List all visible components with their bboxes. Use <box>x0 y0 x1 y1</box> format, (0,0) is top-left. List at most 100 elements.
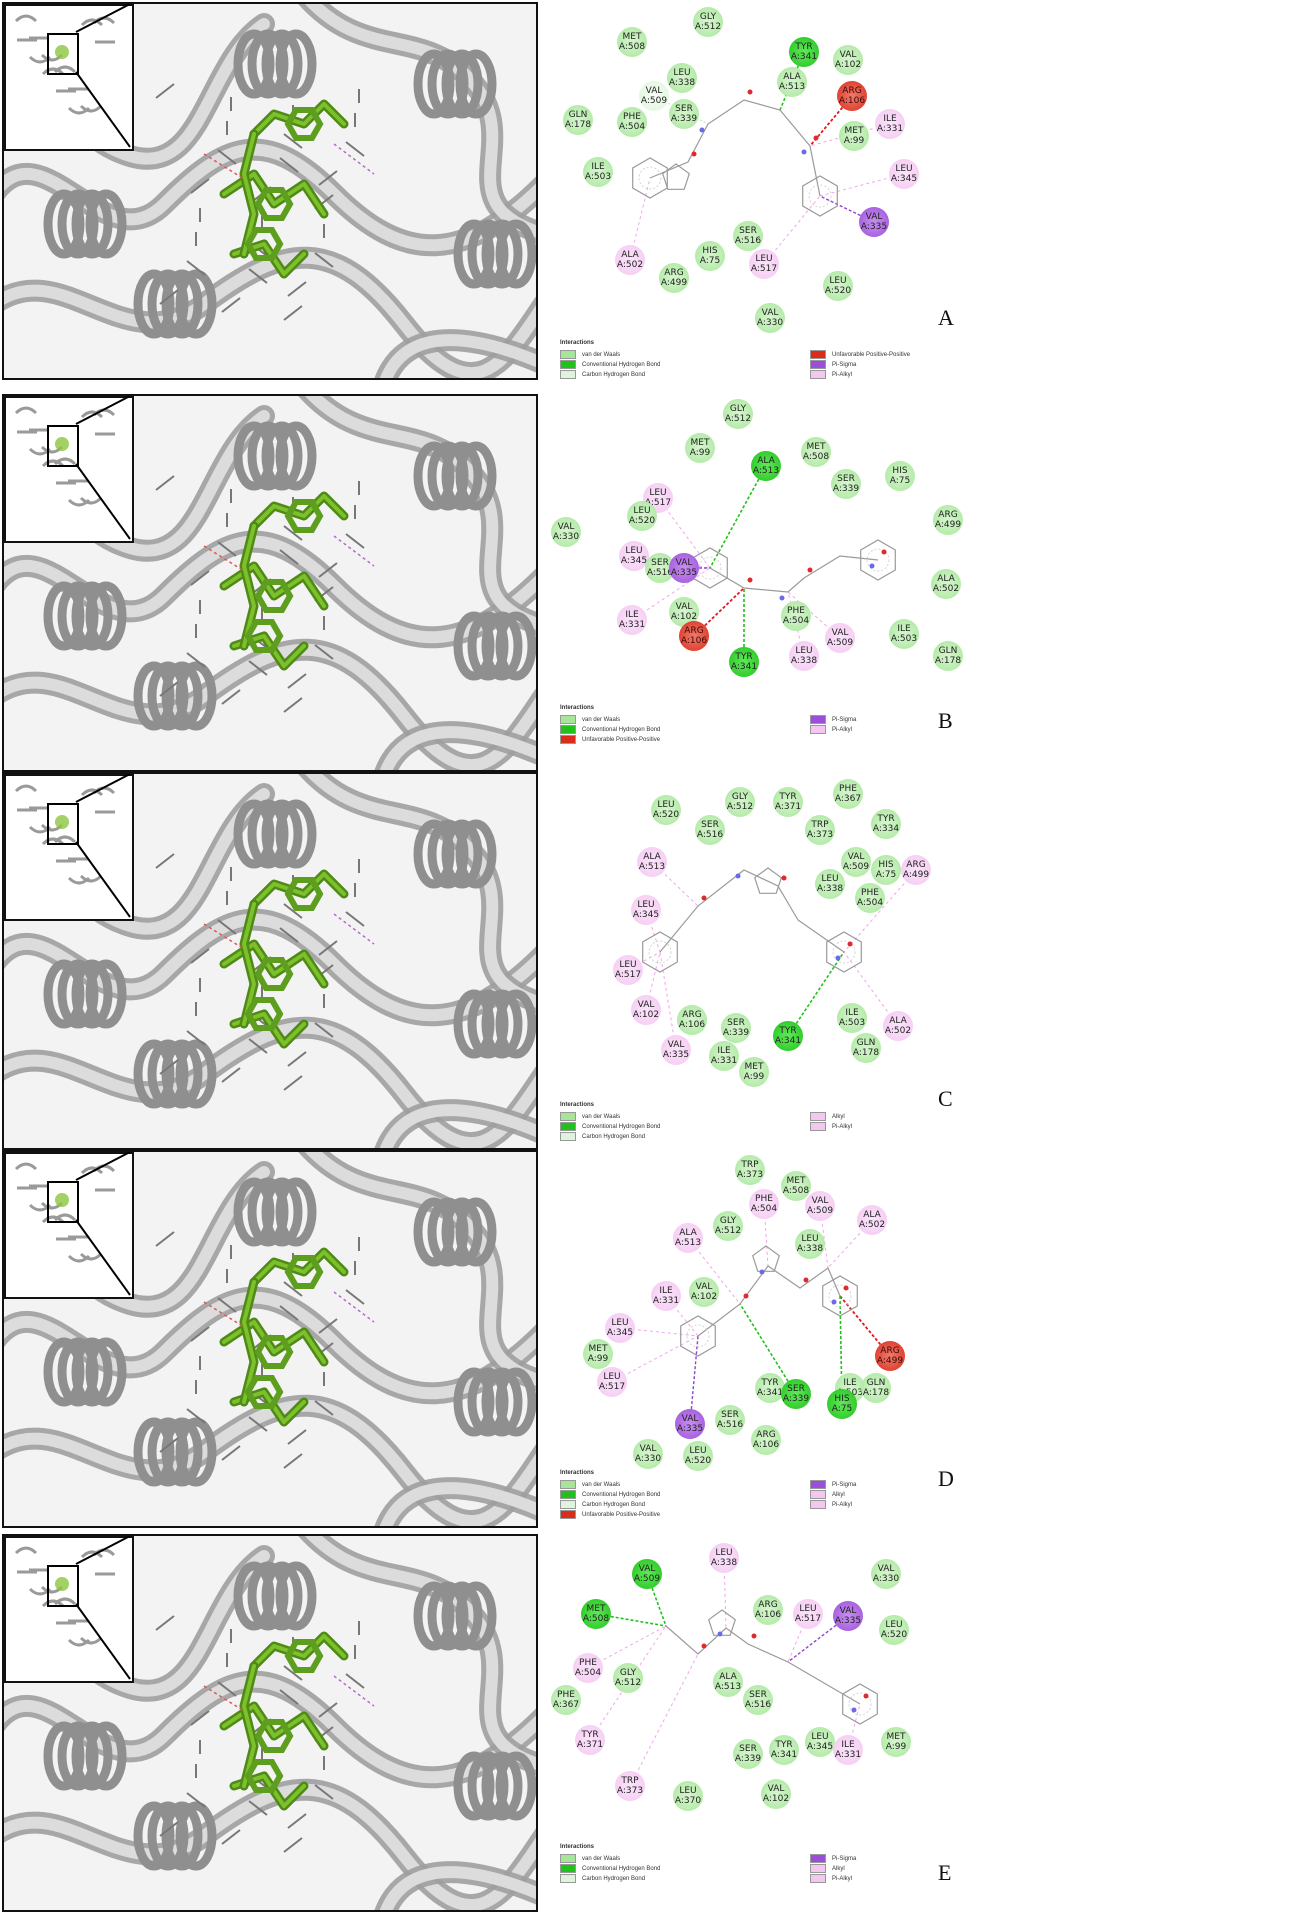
overview-ribbon <box>41 67 65 76</box>
residue-id: A:512 <box>714 1226 742 1236</box>
legend-column: Pi-Sigma Pi-Alkyl <box>810 715 856 735</box>
residue-name: TYR <box>779 1026 797 1036</box>
residue-stick <box>283 525 303 541</box>
oxygen-atom <box>781 875 787 881</box>
zoom-box <box>47 803 79 845</box>
residue-bubble: ILE A:331 <box>875 109 905 139</box>
residue-stick <box>287 673 307 689</box>
residue-id: A:516 <box>696 830 724 840</box>
helix-coil <box>481 219 523 289</box>
residue-bubble: VAL A:102 <box>631 995 661 1025</box>
residue-id: A:512 <box>726 802 754 812</box>
residue-stick <box>217 541 237 557</box>
legend-column: van der Waals Conventional Hydrogen Bond U… <box>560 715 660 745</box>
residue-stick <box>279 549 299 565</box>
nitrogen-atom <box>835 955 841 961</box>
residue-bubble: ARG A:106 <box>677 1005 707 1035</box>
residue-id: A:508 <box>618 42 646 52</box>
helix-coil <box>85 189 127 259</box>
legend-swatch <box>560 1854 576 1863</box>
residue-id: A:513 <box>752 466 780 476</box>
legend-label: Pi-Alkyl <box>832 1124 853 1131</box>
residue-name: TYR <box>775 1740 793 1750</box>
residue-name: VAL <box>839 50 857 60</box>
residue-stick <box>318 170 338 186</box>
residue-id: A:106 <box>752 1440 780 1450</box>
ligand-stick-highlight <box>242 132 256 256</box>
helix-coil <box>261 1177 303 1247</box>
residue-id: A:370 <box>674 1796 702 1806</box>
overview-ribbon <box>80 18 104 27</box>
residue-stick <box>190 178 210 194</box>
legend-item: Pi-Sigma <box>810 1480 856 1490</box>
legend-swatch <box>560 370 576 379</box>
residue-bubble: SER A:516 <box>715 1405 745 1435</box>
residue-name: ILE <box>883 114 897 124</box>
residue-name: SER <box>727 1018 745 1028</box>
helix-coil <box>175 269 217 339</box>
interaction-legend: Interactions van der Waals Conventional Hy… <box>560 340 940 390</box>
residue-id: A:504 <box>618 122 646 132</box>
legend-label: Pi-Sigma <box>832 717 857 724</box>
residue-id: A:106 <box>754 1610 782 1620</box>
overview-ligand <box>55 45 69 59</box>
residue-bubble: MET A:99 <box>685 433 715 463</box>
overview-ribbon <box>41 837 65 846</box>
residue-bubble: TYR A:341 <box>769 1735 799 1765</box>
residue-stick <box>345 911 365 927</box>
residue-bubble: HIS A:75 <box>695 241 725 271</box>
residue-name: HIS <box>702 246 718 256</box>
residue-name: SER <box>721 1410 739 1420</box>
residue-bubble: VAL A:102 <box>761 1779 791 1809</box>
helix-coil <box>481 1751 523 1821</box>
residue-bubble: LEU A:338 <box>795 1229 825 1259</box>
residue-bubble: VAL A:335 <box>833 1601 863 1631</box>
residue-bubble: VAL A:509 <box>805 1191 835 1221</box>
residue-id: A:517 <box>644 498 672 508</box>
aromatic-ring <box>822 1275 858 1317</box>
residue-id: A:520 <box>684 1456 712 1466</box>
interaction-line <box>839 1295 843 1405</box>
residue-bubble: LEU A:370 <box>673 1781 703 1811</box>
residue-name: GLN <box>866 1378 886 1388</box>
oxygen-atom <box>751 1633 757 1639</box>
residue-name: ARG <box>938 510 958 520</box>
residue-bubble: ALA A:513 <box>637 847 667 877</box>
legend-item: van der Waals <box>560 1480 660 1490</box>
helix-coil <box>275 421 317 491</box>
legend-swatch <box>560 1112 576 1121</box>
ligand-sketch <box>627 861 917 1051</box>
ligand-backbone <box>697 1265 841 1337</box>
residue-name: TYR <box>795 42 813 52</box>
residue-bubble: ARG A:106 <box>751 1425 781 1455</box>
residue-name: MET <box>786 1176 806 1186</box>
residue-name: VAL <box>557 522 575 532</box>
residue-id: A:341 <box>730 662 758 672</box>
residue-name: LEU <box>625 546 643 556</box>
residue-id: A:75 <box>831 1404 853 1414</box>
legend-item: Conventional Hydrogen Bond <box>560 1122 660 1132</box>
overview-inset <box>4 1536 134 1683</box>
helix-coil <box>261 421 303 491</box>
residue-stick <box>221 1445 241 1461</box>
residue-id: A:102 <box>834 60 862 70</box>
residue-name: VAL <box>638 1564 656 1574</box>
ligand-stick-highlight <box>252 494 346 528</box>
residue-name: MET <box>744 1062 764 1072</box>
residue-bubble: TYR A:341 <box>755 1373 785 1403</box>
legend-title: Interactions <box>560 1470 595 1476</box>
helix-coil <box>71 1721 113 1791</box>
interaction-legend: Interactions van der Waals Conventional Hy… <box>560 1844 940 1894</box>
residue-name: TYR <box>581 1730 599 1740</box>
legend-title: Interactions <box>560 705 595 711</box>
legend-label: Pi-Alkyl <box>832 372 853 379</box>
residue-bubble: LEU A:345 <box>889 159 919 189</box>
residue-id: A:503 <box>838 1018 866 1028</box>
residue-id: A:373 <box>806 830 834 840</box>
helix-coil <box>161 661 203 731</box>
residue-name: ILE <box>591 162 605 172</box>
legend-swatch <box>560 1874 576 1883</box>
residue-name: LEU <box>603 1372 621 1382</box>
aromatic-ring-center <box>638 166 662 190</box>
